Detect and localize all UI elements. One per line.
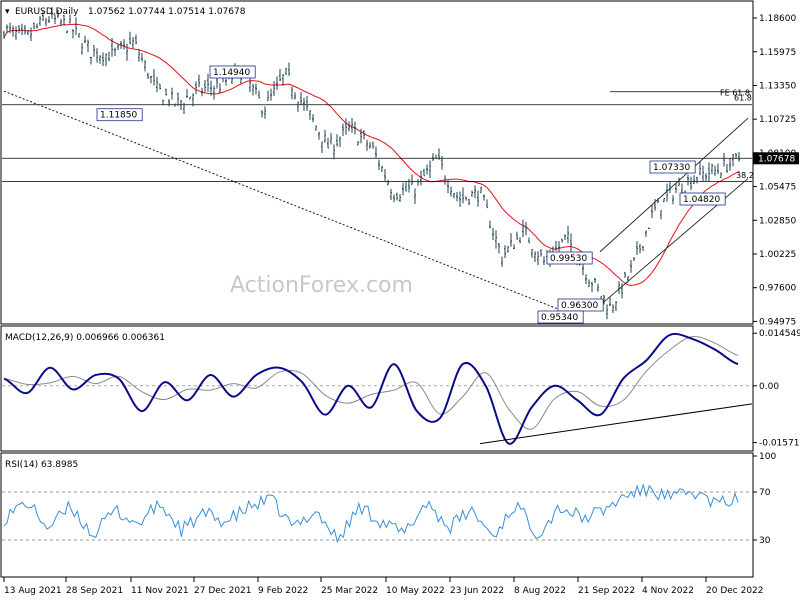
fib-618-label: 61.8 [734,94,752,103]
annotation-107330: 1.07330 [653,163,690,173]
date-label: 4 Nov 2022 [642,586,694,596]
annotation-104820-box [679,192,726,206]
date-label: 11 Nov 2021 [131,586,189,596]
fe-618-label: FE 61.8 [720,89,750,98]
price-axis-label: 1.10725 [759,115,796,125]
price-axis-label: 1.02850 [759,216,796,226]
annotation-114940-box [209,65,256,79]
macd-signal-line [3,335,739,430]
ohlc-label: 1.07562 1.07744 1.07514 1.07678 [88,7,246,17]
date-label: 25 Mar 2022 [321,586,378,596]
macd-axis-label: 0.014549 [759,329,800,339]
date-label: 20 Dec 2022 [706,586,764,596]
rsi-pane-frame [0,452,754,578]
macd-axis-label: 0.00 [759,382,779,392]
annotation-104820: 1.04820 [683,195,720,205]
symbol-label: EURUSD,Daily [15,7,79,17]
macd-title: MACD(12,26,9) 0.006966 0.006361 [5,333,165,343]
fib-382-label: 38.2 [736,171,754,180]
date-label: 27 Dec 2021 [194,586,252,596]
date-label: 21 Sep 2022 [578,586,635,596]
date-label: 10 May 2022 [386,586,445,596]
annotation-099530: 0.99530 [550,254,587,264]
watermark: ActionForex.com [230,273,413,298]
annotation-095340-box [537,310,584,324]
rsi-axis-label: 100 [759,452,776,462]
price-axis-label: 1.00225 [759,250,796,260]
date-label: 9 Feb 2022 [258,586,308,596]
chart-arrow-icon: ▾ [5,7,10,17]
date-label: 23 Jun 2022 [450,586,504,596]
rsi-axis-label: 70 [759,488,771,498]
annotation-095340: 0.95340 [541,313,578,323]
macd-line [3,332,739,445]
annotation-107330-box [649,160,696,174]
price-axis-label: 1.15975 [759,48,796,58]
price-axis-label: 0.97600 [759,284,796,294]
price-axis-label: 1.05475 [759,183,796,193]
annotation-096300: 0.96300 [561,301,598,311]
rsi-line [3,482,739,544]
annotation-111850-box [96,108,143,122]
channel-upper-line [599,117,749,253]
macd-pane-frame [0,325,754,452]
date-label: 8 Aug 2022 [514,586,566,596]
price-axis-label: 1.18600 [759,14,796,24]
price-axis-label: 1.13350 [759,81,796,91]
current-price-box [753,152,799,165]
rsi-axis-label: 30 [759,536,771,546]
annotation-114940: 1.14940 [213,68,250,78]
current-price-label: 1.07678 [758,154,795,164]
price-axis-label: 0.94975 [759,317,796,327]
macd-axis-label: -0.015712 [759,439,800,449]
annotation-099530-box [546,251,593,265]
date-label: 13 Aug 2021 [4,586,62,596]
moving-average-line [3,23,740,286]
date-label: 28 Sep 2021 [66,586,123,596]
macd-trendline [479,403,753,445]
annotation-111850: 1.11850 [100,111,137,121]
rsi-title: RSI(14) 63.8985 [5,460,78,470]
